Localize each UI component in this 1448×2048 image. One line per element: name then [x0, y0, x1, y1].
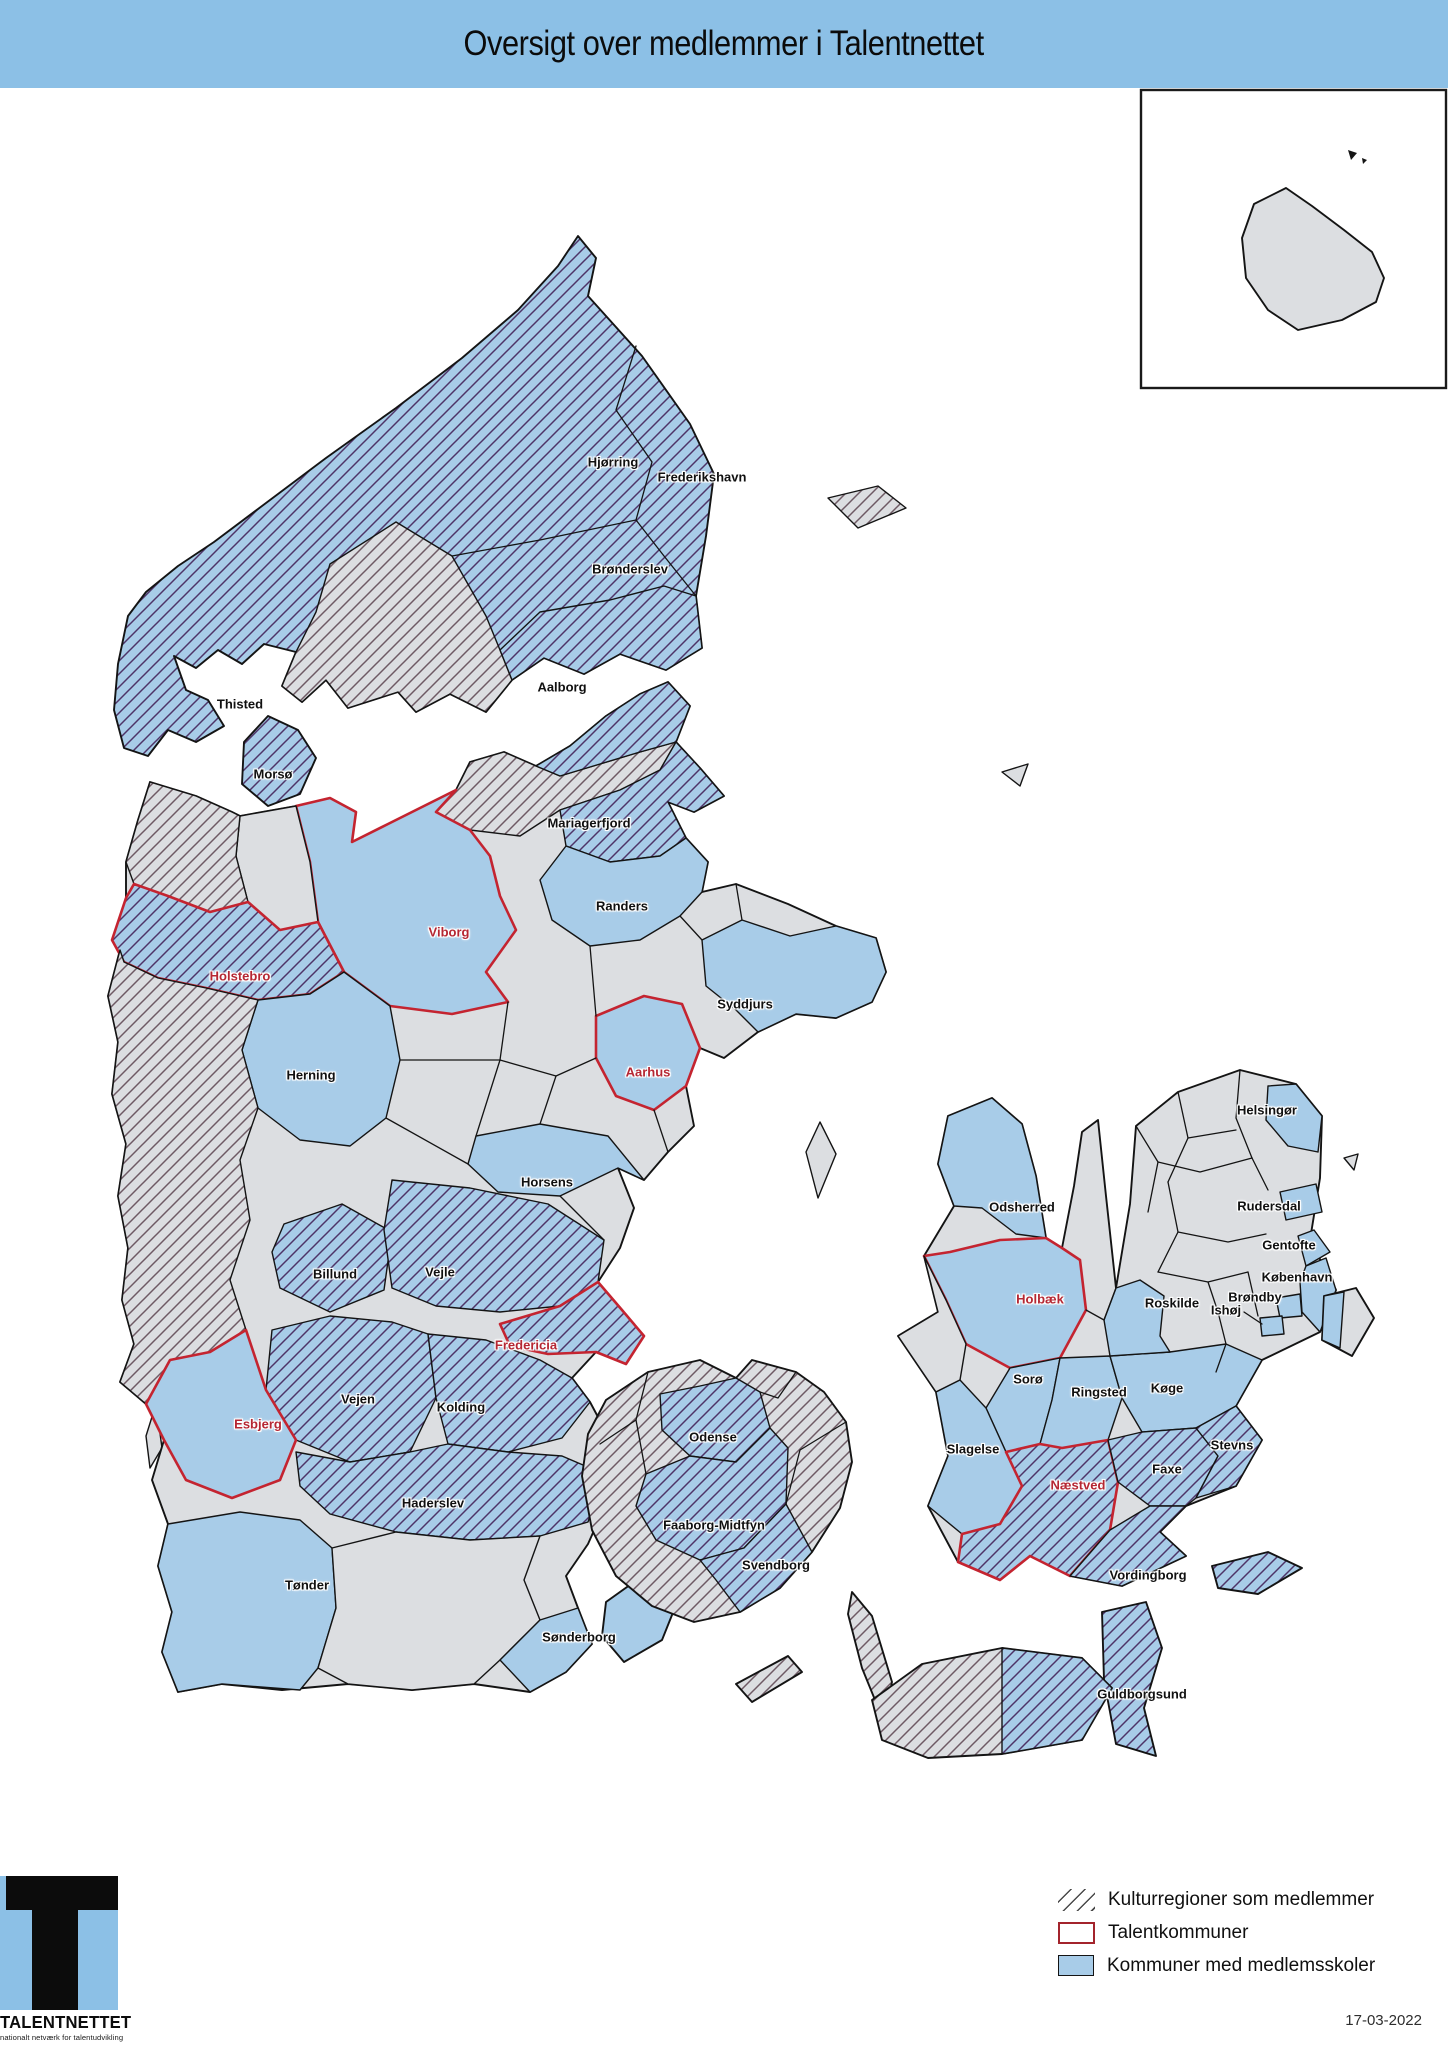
region-kolding: [427, 1333, 591, 1453]
logo-name: TALENTNETTET: [0, 2012, 132, 2032]
main-jutland: [107, 681, 887, 1693]
municipal-border-lines-zealand: [1085, 1069, 1269, 1373]
region-hven: [1343, 1153, 1359, 1171]
region-fredericia: [498, 1280, 646, 1366]
region-toender: [157, 1511, 337, 1693]
talentnettet-logo-mark-icon: [0, 1876, 118, 2010]
region-aalborg-north: [499, 585, 703, 681]
municipal-border-lines-mid-jutland: [385, 883, 743, 1241]
page-title: Oversigt over medlemmer i Talentnettet: [463, 24, 985, 63]
red-outline-swatch-icon: [1058, 1921, 1095, 1944]
legend-item-member-schools: Kommuner med medlemsskoler: [1058, 1954, 1375, 1977]
region-roskilde: [1103, 1279, 1171, 1357]
southern-islands: [871, 1551, 1303, 1759]
ertholmene-islets: [1348, 150, 1367, 164]
title-banner: Oversigt over medlemmer i Talentnettet: [0, 0, 1448, 88]
legend-label: Talentkommuner: [1108, 1921, 1249, 1943]
region-randers: [539, 837, 709, 947]
bornholm-inset: [1139, 88, 1448, 390]
small-islands: [145, 485, 1359, 1469]
region-gentofte: [1297, 1229, 1331, 1267]
region-guldborgsund-falster: [1101, 1601, 1163, 1757]
region-morsoe: [241, 715, 317, 807]
region-helsingoer: [1265, 1083, 1323, 1153]
region-horsens: [467, 1123, 645, 1197]
region-aalborg-south: [535, 681, 691, 777]
logo-tagline: nationalt netværk for talentudvikling: [0, 2033, 124, 2042]
legend-item-culture-regions: Kulturregioner som medlemmer: [1058, 1888, 1375, 1911]
funen: [581, 1359, 893, 1723]
hatch-swatch-icon: [1058, 1888, 1095, 1911]
municipal-border-lines-funen: [599, 1371, 847, 1505]
region-anholt: [1001, 763, 1029, 787]
region-soenderborg-mainland: [499, 1607, 593, 1693]
region-broendby: [1275, 1293, 1303, 1319]
legend-label: Kommuner med medlemsskoler: [1107, 1954, 1376, 1976]
region-odsherred: [937, 1097, 1047, 1239]
region-aeroe: [735, 1655, 803, 1703]
region-vordingborg: [1069, 1505, 1187, 1587]
legend-item-talent-municipalities: Talentkommuner: [1058, 1921, 1375, 1944]
blue-fill-swatch-icon: [1058, 1955, 1094, 1976]
ishoej-leader-line: [1243, 1311, 1263, 1325]
region-stevns: [1195, 1405, 1263, 1499]
region-ishoej: [1259, 1315, 1285, 1337]
region-hatched-gray-jammerbugt: [281, 521, 513, 713]
legend-label: Kulturregioner som medlemmer: [1108, 1888, 1375, 1910]
region-guldborgsund-lolland-east: [1001, 1647, 1113, 1755]
region-aarhus: [594, 994, 702, 1112]
region-naestved: [956, 1438, 1120, 1582]
region-billund: [271, 1203, 393, 1313]
region-svendborg: [699, 1503, 813, 1613]
zealand: [897, 1069, 1375, 1587]
region-syddjurs: [701, 919, 887, 1033]
region-koebenhavn-amager: [1321, 1291, 1345, 1349]
region-rudersdal: [1279, 1183, 1323, 1221]
region-samsoe: [805, 1121, 837, 1199]
north-jutland: [113, 235, 715, 807]
date-stamp: 17-03-2022: [1345, 2012, 1422, 2029]
legend: Kulturregioner som medlemmer Talentkommu…: [1058, 1888, 1375, 1987]
region-laesoe: [827, 485, 907, 529]
region-bornholm: [1241, 187, 1385, 331]
talentnettet-logo: TALENTNETTET nationalt netværk for talen…: [0, 1876, 200, 2042]
region-esbjerg: [144, 1328, 298, 1500]
municipal-border-lines-north: [451, 345, 697, 597]
region-moen: [1211, 1551, 1303, 1595]
